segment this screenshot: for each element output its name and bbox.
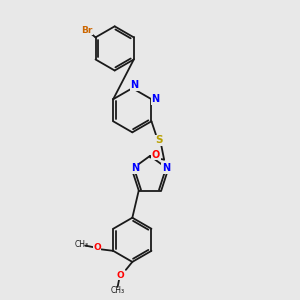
Text: O: O <box>117 271 124 280</box>
Text: N: N <box>151 94 159 104</box>
Text: S: S <box>155 135 163 146</box>
Text: O: O <box>152 150 160 160</box>
Text: CH₃: CH₃ <box>74 241 88 250</box>
Text: Br: Br <box>81 26 92 34</box>
Text: N: N <box>130 80 139 90</box>
Text: O: O <box>93 243 101 252</box>
Text: N: N <box>131 163 139 173</box>
Text: CH₃: CH₃ <box>110 286 125 295</box>
Text: N: N <box>162 163 170 173</box>
